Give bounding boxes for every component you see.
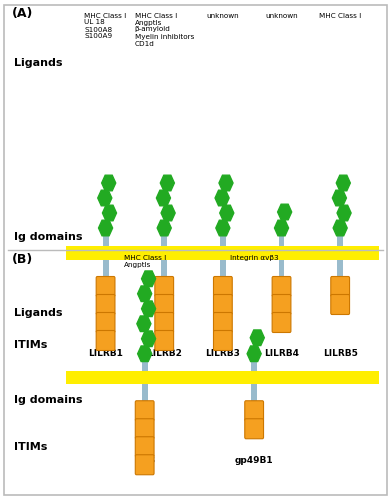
FancyBboxPatch shape bbox=[245, 419, 264, 439]
Text: Integrin αvβ3: Integrin αvβ3 bbox=[230, 255, 278, 261]
Text: Ig domains: Ig domains bbox=[14, 232, 82, 242]
Text: MHC Class I
Angptls
β-amyloid
Myelin inhibitors
CD1d: MHC Class I Angptls β-amyloid Myelin inh… bbox=[135, 12, 194, 46]
FancyBboxPatch shape bbox=[213, 276, 232, 296]
Bar bbox=[337, 228, 343, 246]
Bar bbox=[337, 260, 343, 277]
FancyBboxPatch shape bbox=[213, 330, 232, 350]
Text: (B): (B) bbox=[12, 252, 33, 266]
FancyBboxPatch shape bbox=[96, 330, 115, 350]
FancyBboxPatch shape bbox=[331, 294, 350, 314]
Bar bbox=[220, 228, 226, 246]
Bar bbox=[102, 228, 109, 246]
Text: LILRB1: LILRB1 bbox=[88, 348, 123, 358]
Bar bbox=[161, 228, 167, 246]
Text: gp49B1: gp49B1 bbox=[235, 456, 273, 465]
Text: ITIMs: ITIMs bbox=[14, 442, 47, 452]
Bar bbox=[279, 260, 285, 277]
Bar bbox=[66, 371, 379, 384]
Text: MHC Class I
UL 18
S100A8
S100A9: MHC Class I UL 18 S100A8 S100A9 bbox=[84, 12, 127, 40]
Bar bbox=[220, 260, 226, 277]
FancyBboxPatch shape bbox=[272, 276, 291, 296]
Text: Ligands: Ligands bbox=[14, 308, 62, 318]
Text: LILRB4: LILRB4 bbox=[264, 348, 299, 358]
Bar bbox=[66, 246, 379, 260]
Bar bbox=[251, 354, 257, 371]
FancyBboxPatch shape bbox=[135, 419, 154, 439]
FancyBboxPatch shape bbox=[96, 276, 115, 296]
Text: MHC Class I
Angptls: MHC Class I Angptls bbox=[124, 255, 166, 268]
Text: LILRB3: LILRB3 bbox=[205, 348, 240, 358]
Text: PirB: PirB bbox=[134, 456, 155, 465]
Bar bbox=[102, 260, 109, 277]
Text: Ligands: Ligands bbox=[14, 58, 62, 68]
FancyBboxPatch shape bbox=[272, 294, 291, 314]
Text: LILRB2: LILRB2 bbox=[147, 348, 182, 358]
FancyBboxPatch shape bbox=[135, 455, 154, 475]
FancyBboxPatch shape bbox=[272, 312, 291, 332]
FancyBboxPatch shape bbox=[213, 294, 232, 314]
Bar bbox=[251, 384, 257, 401]
Text: ITIMs: ITIMs bbox=[14, 340, 47, 350]
Text: Ig domains: Ig domains bbox=[14, 395, 82, 405]
Text: MHC Class I: MHC Class I bbox=[319, 12, 361, 18]
Bar bbox=[161, 260, 167, 277]
Text: unknown: unknown bbox=[265, 12, 298, 18]
FancyBboxPatch shape bbox=[155, 294, 174, 314]
FancyBboxPatch shape bbox=[135, 401, 154, 421]
FancyBboxPatch shape bbox=[155, 312, 174, 332]
Text: (A): (A) bbox=[12, 8, 33, 20]
Bar bbox=[279, 228, 285, 246]
FancyBboxPatch shape bbox=[331, 276, 350, 296]
FancyBboxPatch shape bbox=[96, 294, 115, 314]
Text: LILRB5: LILRB5 bbox=[323, 348, 358, 358]
FancyBboxPatch shape bbox=[155, 330, 174, 350]
FancyBboxPatch shape bbox=[213, 312, 232, 332]
FancyBboxPatch shape bbox=[96, 312, 115, 332]
Text: unknown: unknown bbox=[206, 12, 239, 18]
Bar bbox=[142, 354, 148, 371]
FancyBboxPatch shape bbox=[135, 437, 154, 457]
FancyBboxPatch shape bbox=[245, 401, 264, 421]
Bar bbox=[142, 384, 148, 401]
FancyBboxPatch shape bbox=[155, 276, 174, 296]
